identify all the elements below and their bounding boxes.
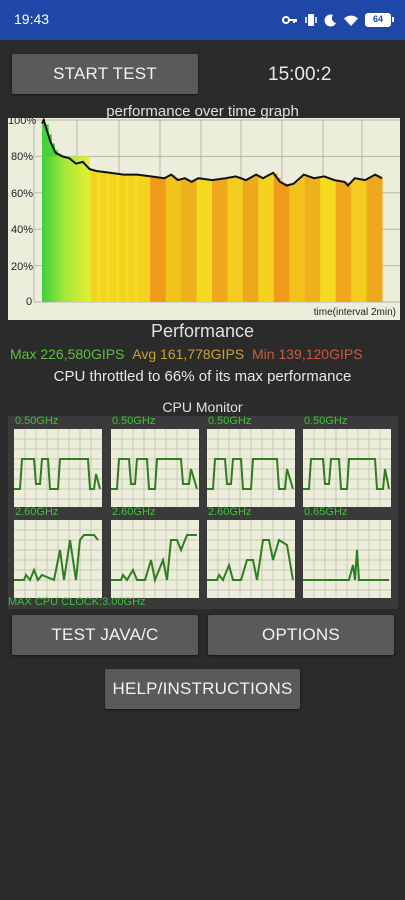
y-tick-20: 20%	[11, 261, 33, 273]
key-icon	[282, 16, 297, 24]
max-gips: Max 226,580GIPS	[10, 346, 125, 362]
core-graph-canvas	[14, 520, 102, 598]
min-gips: Min 139,120GIPS	[252, 346, 363, 362]
y-tick-60: 60%	[11, 188, 33, 200]
core-graph-canvas	[111, 429, 199, 507]
performance-title: Performance	[150, 321, 255, 341]
options-button[interactable]: OPTIONS	[208, 615, 394, 655]
cpu-core-2: 0.50GHz	[111, 415, 199, 507]
performance-graph: 100% 80% 60% 40% 20% 0 time(interval 2mi…	[8, 118, 400, 320]
cpu-core-4: 0.50GHz	[303, 415, 391, 507]
cpu-core-7: 2.60GHz	[207, 506, 295, 598]
graph-bars	[42, 123, 383, 302]
performance-stats: Max 226,580GIPS Avg 161,778GIPS Min 139,…	[10, 346, 363, 362]
core-frequency: 0.50GHz	[208, 415, 252, 427]
status-time: 19:43	[14, 11, 50, 27]
graph-y-labels: 100% 80% 60% 40% 20% 0	[8, 118, 36, 308]
core-graph	[303, 429, 391, 507]
core-graph	[14, 429, 102, 507]
core-frequency: 0.50GHz	[304, 415, 348, 427]
core-graph	[207, 429, 295, 507]
core-graph-canvas	[303, 429, 391, 507]
performance-line	[41, 118, 383, 187]
core-graph	[111, 429, 199, 507]
cpu-core-3: 0.50GHz	[207, 415, 295, 507]
core-graph-canvas	[111, 520, 199, 598]
core-graph-canvas	[207, 429, 295, 507]
core-frequency-line	[111, 534, 197, 584]
core-frequency-line	[14, 534, 99, 582]
cpu-core-6: 2.60GHz	[111, 506, 199, 598]
graph-title: performance over time graph	[106, 103, 299, 120]
core-frequency: 0.65GHz	[304, 506, 348, 518]
core-graph	[207, 520, 295, 598]
core-graph-canvas	[303, 520, 391, 598]
core-frequency-line	[111, 458, 198, 490]
cpu-monitor-title: CPU Monitor	[162, 399, 243, 415]
wifi-icon	[344, 15, 358, 26]
avg-gips: Avg 161,778GIPS	[132, 346, 245, 362]
graph-x-label: time(interval 2min)	[313, 307, 396, 318]
start-test-button[interactable]: START TEST	[12, 54, 198, 94]
cpu-core-5: 2.60GHz	[14, 506, 102, 598]
status-icons: 64	[282, 10, 394, 30]
vibrate-icon	[305, 14, 317, 26]
core-frequency: 0.50GHz	[112, 415, 156, 427]
test-java-c-button[interactable]: TEST JAVA/C	[12, 615, 198, 655]
cpu-core-1: 0.50GHz	[14, 415, 102, 507]
core-frequency-line	[207, 458, 294, 490]
throttle-text: CPU throttled to 66% of its max performa…	[53, 368, 352, 385]
core-frequency: 2.60GHz	[208, 506, 252, 518]
core-graph	[14, 520, 102, 598]
core-frequency: 0.50GHz	[15, 415, 59, 427]
core-graph-canvas	[207, 520, 295, 598]
y-tick-100: 100%	[8, 118, 36, 127]
cpu-core-8: 0.65GHz	[303, 506, 391, 598]
max-cpu-clock: MAX CPU CLOCK:3.00GHz	[8, 596, 146, 608]
core-frequency: 2.60GHz	[15, 506, 59, 518]
core-frequency-line	[14, 458, 101, 490]
help-instructions-button[interactable]: HELP/INSTRUCTIONS	[105, 669, 300, 709]
core-frequency-line	[303, 549, 389, 581]
test-timer: 15:00:2	[268, 64, 332, 85]
battery-icon: 64	[365, 13, 394, 27]
core-graph	[303, 520, 391, 598]
core-frequency-line	[303, 458, 390, 490]
status-bar: 19:43 64	[0, 0, 405, 40]
core-graph	[111, 520, 199, 598]
core-graph-canvas	[14, 429, 102, 507]
core-frequency-line	[207, 538, 294, 582]
cpu-monitor-panel: 0.50GHz 0.50GHz 0.50GHz 0.50GHz 2.60GHz …	[8, 415, 398, 609]
performance-graph-canvas: 100% 80% 60% 40% 20% 0	[8, 118, 400, 308]
core-frequency: 2.60GHz	[112, 506, 156, 518]
y-tick-40: 40%	[11, 224, 33, 236]
y-tick-80: 80%	[11, 151, 33, 163]
y-tick-0: 0	[26, 296, 32, 308]
moon-icon	[324, 13, 336, 26]
